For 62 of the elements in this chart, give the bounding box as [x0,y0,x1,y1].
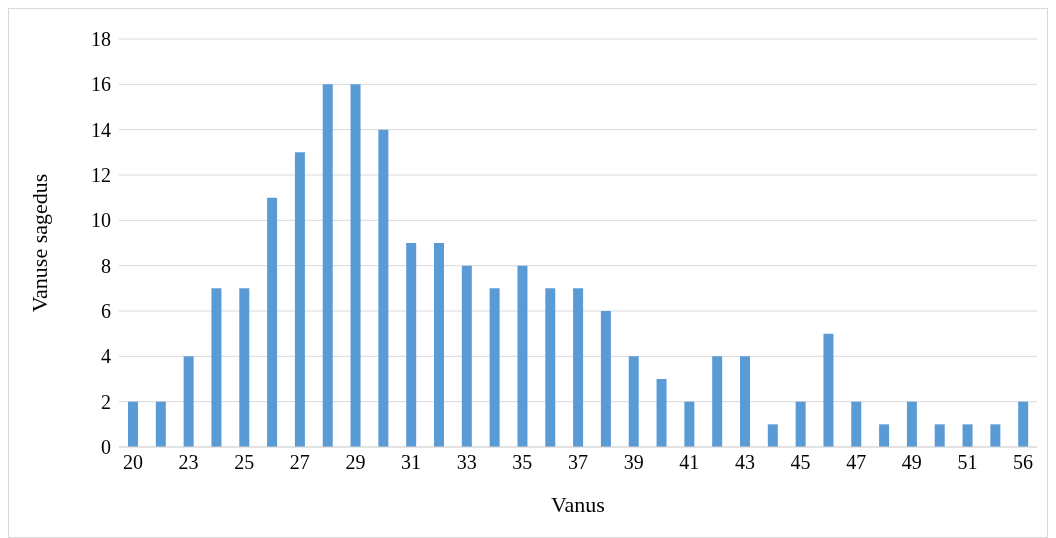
x-tick-label: 43 [734,451,755,474]
bar [350,84,361,447]
x-tick-label: 47 [846,451,867,474]
x-tick-label: 56 [1013,451,1034,474]
bar [684,401,695,447]
x-tick-label: 45 [790,451,811,474]
bar [823,333,834,447]
bar [406,243,417,447]
bar [545,288,556,447]
bar [489,288,500,447]
x-tick-label: 23 [178,451,199,474]
x-tick-label: 33 [456,451,477,474]
y-tick-label: 10 [91,209,111,232]
bar [211,288,222,447]
bar [740,356,750,447]
x-tick-label: 25 [234,451,255,474]
bar [294,152,305,447]
y-tick-label: 6 [101,300,111,323]
y-tick-label: 16 [91,73,111,96]
bar [990,424,1001,447]
y-tick-label: 4 [101,345,111,368]
x-tick-label: 49 [901,451,922,474]
y-axis-title: Vanuse sagedus [26,173,52,313]
x-tick-label: 35 [512,451,533,474]
y-tick-label: 8 [101,254,111,277]
bar [183,356,194,447]
bar [1018,401,1029,447]
bar [712,356,723,447]
x-tick-label: 39 [623,451,644,474]
x-tick-label: 31 [401,451,422,474]
bar [851,401,862,447]
x-tick-label: 29 [345,451,366,474]
bar [155,401,166,447]
x-tick-label: 51 [957,451,978,474]
x-tick-label: 37 [568,451,588,474]
x-tick-label: 41 [679,451,700,474]
bar [267,197,278,447]
bar [879,424,890,447]
bar [378,129,389,447]
bar [322,84,333,447]
bar [461,265,472,447]
y-tick-label: 2 [101,390,111,413]
bar [962,424,973,447]
bar [573,288,584,447]
bar [906,401,917,447]
y-tick-label: 12 [91,164,111,187]
y-tick-label: 0 [101,436,111,459]
y-tick-label: 14 [91,118,111,141]
x-tick-label: 27 [289,451,310,474]
bar [934,424,945,447]
bar [600,311,611,447]
bar [128,401,138,447]
x-tick-label: 20 [122,451,143,474]
bar [795,401,806,447]
bar [628,356,639,447]
x-axis-title: Vanus [551,492,605,517]
bar [656,379,667,447]
y-tick-label: 18 [91,28,111,51]
bar [434,243,444,447]
bar [239,288,250,447]
bar [517,265,528,447]
bar [767,424,778,447]
